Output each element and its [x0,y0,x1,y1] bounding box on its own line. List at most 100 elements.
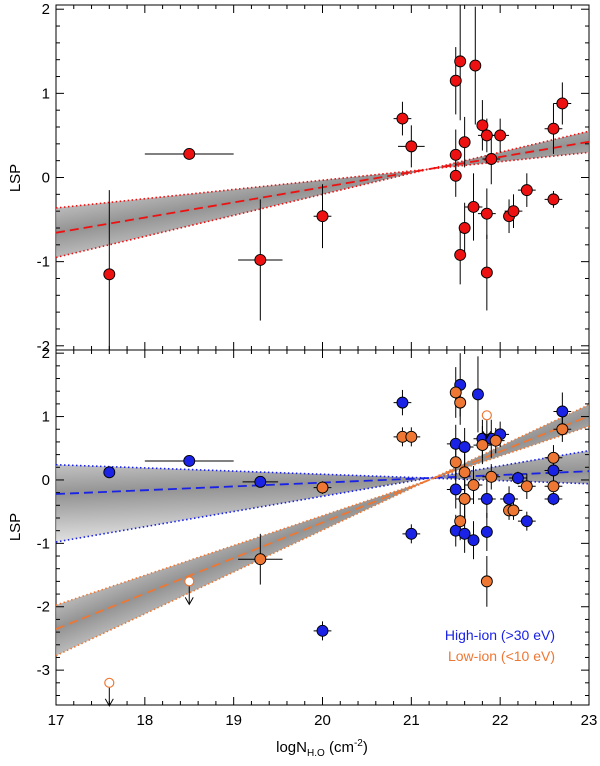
top-all-data-point [449,169,462,182]
x-axis-title-unit-sup: -2 [354,738,363,749]
upper-limit-marker [481,410,492,421]
upper-limit-arrow-head [482,431,492,440]
bottom-y-tick-label: 2 [42,345,50,362]
bottom-high-ion-data-point [547,493,560,505]
top-ylabel: LSP [7,164,24,192]
top-all-data-point [449,74,462,87]
bottom-high-ion-data-point [103,466,116,479]
bottom-low-ion-data-point [458,493,471,505]
x-axis-title-unit: (cm [325,739,354,756]
bottom-clipped-layer [56,353,589,657]
bottom-low-ion-data-point [405,430,418,443]
x-axis-title-unit-close: ) [363,739,368,756]
bottom-high-ion-data-point [254,475,267,488]
bottom-high-ion-data-point [520,515,533,528]
x-axis-title: logNH.O (cm-2) [276,738,368,759]
top-all-data-point [469,59,482,72]
top-clipped-layer [56,5,589,350]
x-tick-label: 22 [492,712,509,729]
top-plot-area: -2 -1 0 1 2 [37,1,590,355]
bottom-high-ion-data-point [316,624,329,637]
bottom-low-ion-data-point [489,434,502,447]
top-y-tick-label: -2 [37,338,50,355]
bottom-low-ion-lower-bound-line [56,425,589,657]
bottom-low-ion-data-point [476,439,489,452]
bottom-low-ion-data-point [449,456,462,469]
top-all-data-point [507,205,520,218]
top-all-data-point [547,193,560,206]
x-tick-label: 21 [403,712,420,729]
x-tick-label: 19 [225,712,242,729]
bottom-high-ion-data-point [480,493,493,505]
bottom-low-ion-data-point [467,479,480,491]
top-panel-frame [55,4,590,351]
bottom-y-tick-label: 1 [42,409,50,426]
x-tick-label: 23 [581,712,598,729]
top-y-tick-label: 2 [42,1,50,18]
top-all-data-point [458,136,471,149]
top-all-data-point [494,129,507,142]
bottom-high-ion-confidence-band [56,450,589,542]
top-all-data-point [485,153,498,165]
bottom-y-tick-label: -1 [37,535,50,552]
x-tick-label: 18 [136,712,153,729]
top-y-tick-label: 1 [42,85,50,102]
top-all-data-point [405,140,418,153]
top-all-data-point [520,184,533,197]
bottom-high-ion-data-point [547,464,560,477]
upper-limit-arrow-head [184,597,194,606]
top-all-data-point [454,55,467,68]
bottom-high-ion-data-point [467,534,480,547]
bottom-low-ion-data-point [449,386,462,399]
bottom-high-ion-data-point [556,405,569,418]
bottom-high-ion-data-point [396,396,409,409]
bottom-low-ion-data-point [316,481,329,494]
bottom-y-tick-label: -2 [37,599,50,616]
top-all-data-point [480,129,493,142]
bottom-high-ion-data-point [480,525,493,538]
top-all-data-point [396,112,409,125]
x-axis-title-sub-o: O [317,748,325,759]
legend-high-ion: High-ion (>30 eV) [445,627,555,643]
top-all-data-point [254,254,267,266]
x-axis-title-sub-h: H [307,748,314,759]
bottom-high-ion-data-point [458,527,471,540]
bottom-low-ion-data-point [454,396,467,409]
bottom-low-ion-data-point [520,480,533,493]
bottom-low-ion-data-point [480,575,493,588]
top-all-data-point [458,222,471,234]
bottom-low-ion-data-point [547,480,560,493]
upper-limit-arrow-head [104,698,114,707]
bottom-low-ion-data-point [547,451,560,464]
top-all-data-point [103,268,116,281]
upper-limit-marker [104,677,115,688]
top-all-data-point [547,122,560,135]
upper-limit-marker [184,576,195,587]
bottom-low-ion-data-point [485,470,498,483]
top-all-data-point [316,210,329,223]
top-all-data-point [449,148,462,161]
bottom-high-ion-data-point [458,441,471,453]
top-y-tick-label: -1 [37,254,50,271]
top-all-data-point [480,266,493,279]
bottom-y-tick-label: -3 [37,662,50,679]
bottom-high-ion-data-point [503,493,515,505]
bottom-low-ion-fit-line [56,415,589,630]
bottom-ylabel: LSP [7,513,24,541]
bottom-low-ion-data-point [507,504,520,517]
bottom-plot-area: -3 -2 -1 0 1 2 17 18 19 20 21 22 23 [37,345,598,729]
bottom-low-ion-data-point [556,423,569,436]
bottom-y-tick-label: 0 [42,472,50,489]
top-y-tick-label: 0 [42,170,50,187]
top-all-data-point [454,248,467,261]
x-tick-label: 20 [314,712,331,729]
top-all-data-point [467,201,480,213]
top-panel: -2 -1 0 1 2 LSP [7,1,590,355]
bottom-high-ion-upper-bound-line [56,449,589,479]
x-axis-title-main: logN [276,739,307,756]
bottom-panel: -3 -2 -1 0 1 2 17 18 19 20 21 22 23 LSP High-ion (>3… [7,345,597,729]
top-all-data-point [556,97,569,110]
top-all-data-point [476,119,489,132]
legend-low-ion: Low-ion (<10 eV) [448,648,555,664]
